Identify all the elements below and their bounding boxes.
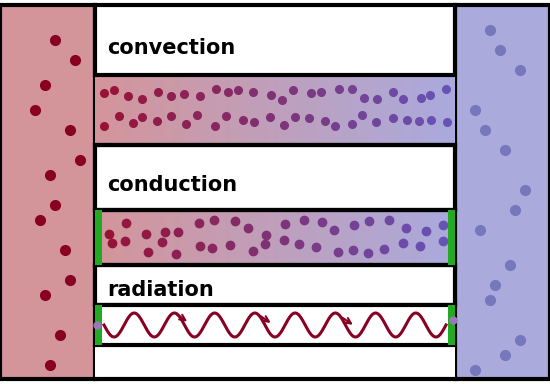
Bar xyxy=(448,210,455,265)
Bar xyxy=(95,5,455,75)
Bar xyxy=(95,265,455,305)
Bar xyxy=(95,145,455,210)
Bar xyxy=(95,345,455,379)
Text: convection: convection xyxy=(107,38,235,58)
Bar xyxy=(95,210,102,265)
Bar xyxy=(95,305,455,345)
Bar xyxy=(0,5,95,379)
Text: radiation: radiation xyxy=(107,280,214,300)
Bar xyxy=(95,305,102,345)
Bar xyxy=(455,5,550,379)
Text: conduction: conduction xyxy=(107,175,237,195)
Bar xyxy=(448,305,455,345)
